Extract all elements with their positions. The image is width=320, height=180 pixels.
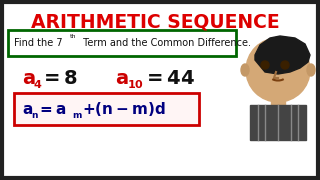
Text: $\mathbf{n}$: $\mathbf{n}$ [31,111,39,120]
Ellipse shape [241,64,249,76]
Circle shape [281,61,289,69]
Ellipse shape [307,64,315,76]
Text: $\mathbf{a}$: $\mathbf{a}$ [22,102,33,116]
Text: th: th [70,35,76,39]
Polygon shape [255,36,310,74]
FancyBboxPatch shape [2,2,318,178]
FancyBboxPatch shape [271,90,285,110]
Text: $\mathbf{+ (n - m)d}$: $\mathbf{+ (n - m)d}$ [82,100,166,118]
Text: $\mathbf{10}$: $\mathbf{10}$ [127,78,144,90]
Text: $\mathbf{= 8}$: $\mathbf{= 8}$ [40,69,78,87]
Circle shape [246,38,310,102]
Text: $\mathbf{a}$: $\mathbf{a}$ [22,69,36,87]
Text: $\mathbf{a}$: $\mathbf{a}$ [115,69,129,87]
Circle shape [261,61,269,69]
Text: ARITHMETIC SEQUENCE: ARITHMETIC SEQUENCE [31,12,279,32]
Text: Find the 7: Find the 7 [14,38,63,48]
FancyBboxPatch shape [8,30,236,56]
Text: $\mathbf{= 44}$: $\mathbf{= 44}$ [143,69,195,87]
Text: $\mathbf{= a}$: $\mathbf{= a}$ [37,102,67,116]
Text: $\mathbf{m}$: $\mathbf{m}$ [72,111,83,120]
FancyBboxPatch shape [14,93,199,125]
Text: $\mathbf{4}$: $\mathbf{4}$ [33,78,42,90]
FancyBboxPatch shape [250,105,306,140]
Text: Term and the Common Difference.: Term and the Common Difference. [80,38,251,48]
